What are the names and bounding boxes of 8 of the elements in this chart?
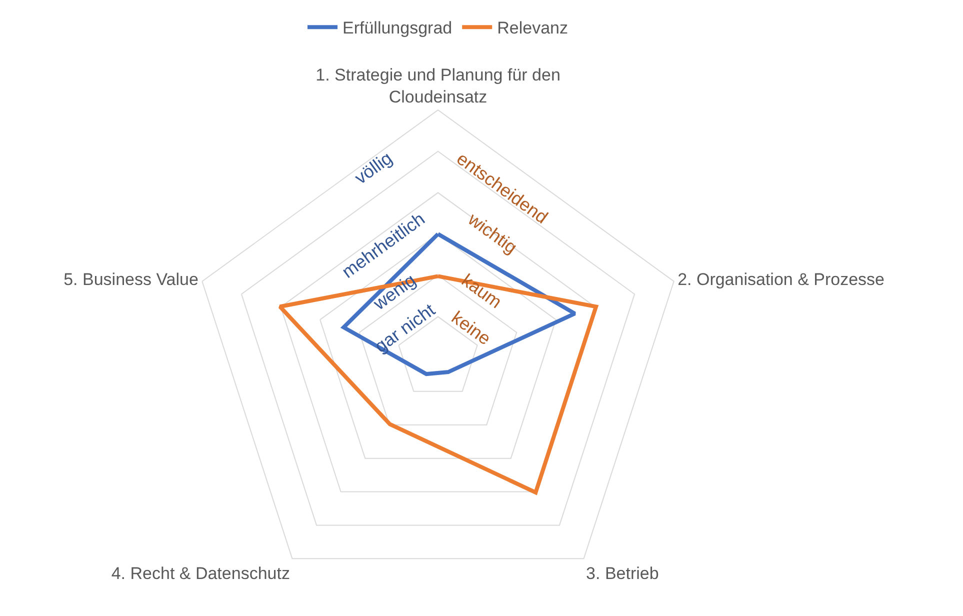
text: völlig: [350, 148, 396, 188]
legend-label: Erfüllungsgrad: [342, 18, 452, 38]
legend-label: Relevanz: [497, 18, 568, 38]
spoke-label: 2. Organisation & Prozesse: [678, 270, 885, 289]
spoke-label: 3. Betrieb: [586, 564, 659, 584]
spoke-label: 4. Recht & Datenschutz: [111, 564, 290, 584]
spoke-label: 5. Business Value: [64, 270, 198, 289]
spoke-label: 1. Strategie und Planung für den Cloudeinsatz: [316, 66, 560, 107]
